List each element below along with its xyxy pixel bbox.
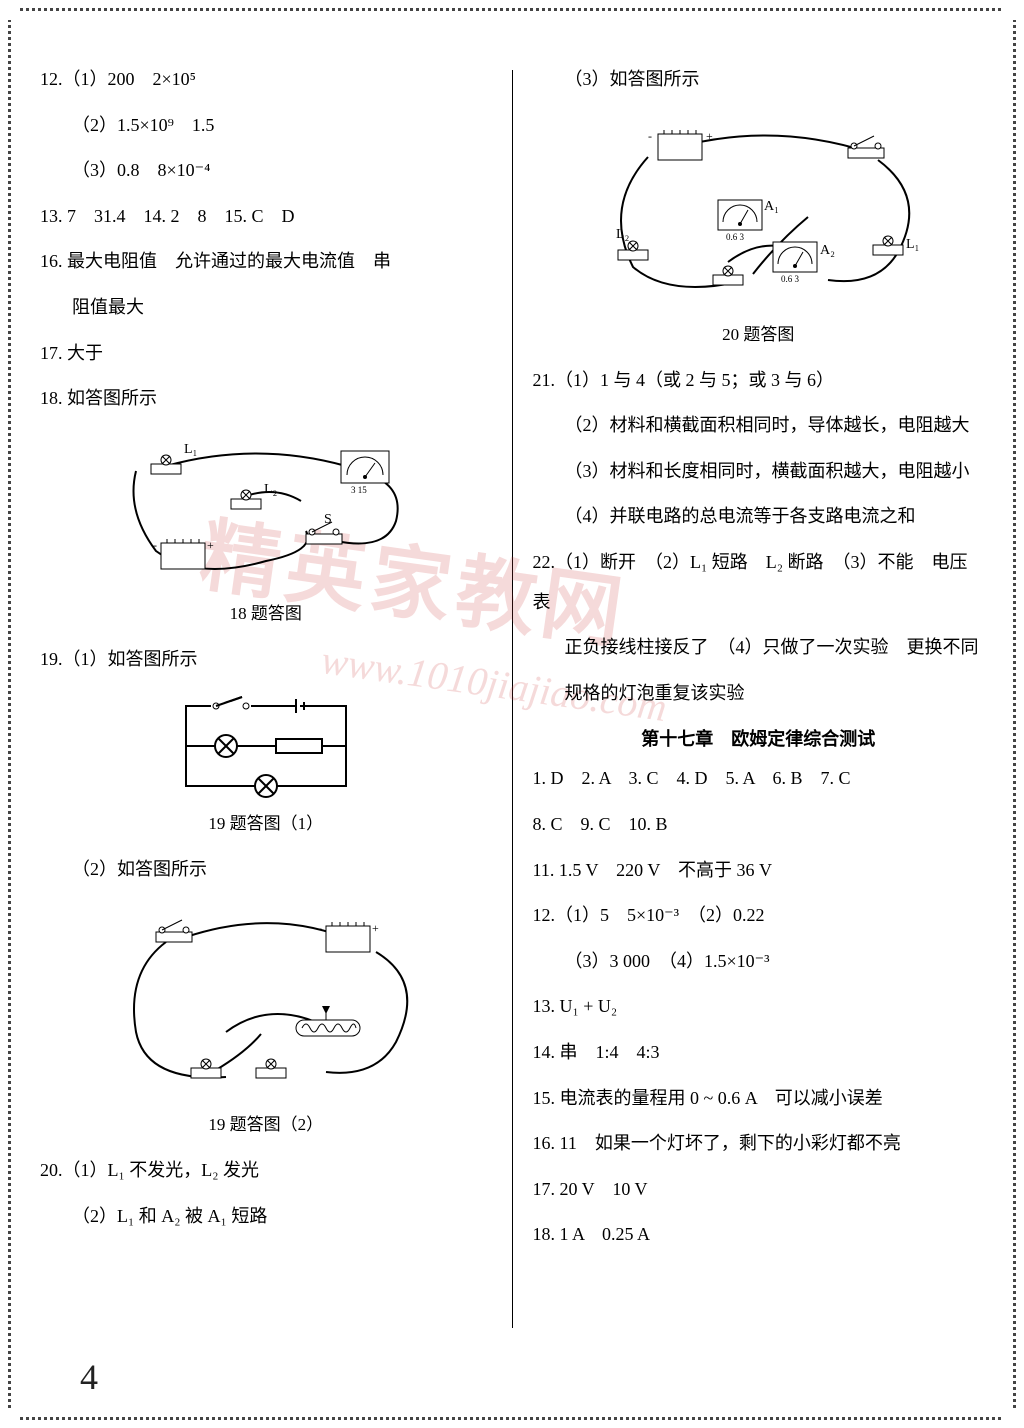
svg-text:0.6 3: 0.6 3	[781, 274, 800, 284]
r2: 8. C 9. C 10. B	[533, 805, 985, 845]
r18: 18. 1 A 0.25 A	[533, 1215, 985, 1255]
circuit-19-1-svg	[166, 691, 366, 801]
r17: 17. 20 V 10 V	[533, 1170, 985, 1210]
left-column: 12.（1）200 2×10⁵ （2）1.5×10⁹ 1.5 （3）0.8 8×…	[40, 60, 492, 1388]
q12-2: （2）1.5×10⁹ 1.5	[40, 106, 492, 146]
svg-text:+: +	[372, 921, 379, 935]
q20-1: 20.（1）L₁ 不发光，L₂ 发光	[40, 1151, 492, 1191]
fig19-1-caption: 19 题答图（1）	[40, 809, 492, 834]
columns: 12.（1）200 2×10⁵ （2）1.5×10⁹ 1.5 （3）0.8 8×…	[40, 60, 984, 1388]
label-L2: L₂	[264, 482, 278, 497]
q21-2: （2）材料和横截面积相同时，导体越长，电阻越大	[533, 406, 985, 446]
page-number: 4	[80, 1356, 98, 1398]
q16-a: 16. 最大电阻值 允许通过的最大电流值 串	[40, 242, 492, 282]
r13: 13. U₁ + U₂	[533, 987, 985, 1027]
svg-text:-: -	[318, 921, 322, 935]
label-A2: A₂	[820, 243, 835, 258]
fig20-caption: 20 题答图	[533, 320, 985, 345]
label-S: S	[324, 512, 332, 527]
r12-2: （3）3 000 （4）1.5×10⁻³	[533, 942, 985, 982]
torn-edge-top	[20, 8, 1004, 11]
r1: 1. D 2. A 3. C 4. D 5. A 6. B 7. C	[533, 759, 985, 799]
r16: 16. 11 如果一个灯坏了，剩下的小彩灯都不亮	[533, 1124, 985, 1164]
q16-b: 阻值最大	[40, 288, 492, 328]
figure-19-2: -+	[40, 902, 492, 1102]
figure-18: L₁ L₂ 3 15	[40, 431, 492, 591]
q20-2: （2）L₁ 和 A₂ 被 A₁ 短路	[40, 1197, 492, 1237]
svg-text:+: +	[207, 538, 214, 552]
q21-1: 21.（1）1 与 4（或 2 与 5；或 3 与 6）	[533, 361, 985, 401]
q18: 18. 如答图所示	[40, 379, 492, 419]
label-L1-20: L₁	[906, 237, 919, 252]
q19-1: 19.（1）如答图所示	[40, 640, 492, 680]
r15: 15. 电流表的量程用 0 ~ 0.6 A 可以减小误差	[533, 1079, 985, 1119]
r12-1: 12.（1）5 5×10⁻³ （2）0.22	[533, 896, 985, 936]
svg-text:-: -	[153, 538, 157, 552]
figure-20: - + L₂	[533, 112, 985, 312]
q19-2: （2）如答图所示	[40, 850, 492, 890]
svg-text:+: +	[706, 129, 713, 143]
figure-19-1	[40, 691, 492, 801]
torn-edge-left	[8, 20, 11, 1408]
svg-text:3 15: 3 15	[351, 485, 367, 495]
torn-edge-right	[1013, 20, 1016, 1408]
q21-3: （3）材料和长度相同时，横截面积越大，电阻越小	[533, 452, 985, 492]
chapter-title: 第十七章 欧姆定律综合测试	[533, 725, 985, 751]
q12-1: 12.（1）200 2×10⁵	[40, 60, 492, 100]
q22-c: 规格的灯泡重复该实验	[533, 674, 985, 714]
q20-3: （3）如答图所示	[533, 60, 985, 100]
q12-3: （3）0.8 8×10⁻⁴	[40, 151, 492, 191]
circuit-20-svg: - + L₂	[578, 112, 938, 312]
circuit-18-svg: L₁ L₂ 3 15	[106, 431, 426, 591]
fig18-caption: 18 题答图	[40, 599, 492, 624]
svg-text:0.6 3: 0.6 3	[726, 232, 745, 242]
torn-edge-bottom	[20, 1417, 1004, 1420]
right-column: （3）如答图所示	[533, 60, 985, 1388]
r11: 11. 1.5 V 220 V 不高于 36 V	[533, 851, 985, 891]
circuit-19-2-svg: -+	[96, 902, 436, 1102]
q22-a: 22.（1）断开 （2）L₁ 短路 L₂ 断路 （3）不能 电压表	[533, 543, 985, 622]
page: 精英家教网 www.1010jiajiao.com 12.（1）200 2×10…	[0, 0, 1024, 1428]
q17: 17. 大于	[40, 334, 492, 374]
q22-b: 正负接线柱接反了 （4）只做了一次实验 更换不同	[533, 628, 985, 668]
label-L2-20: L₂	[616, 227, 630, 242]
label-A1: A₁	[764, 199, 779, 214]
q21-4: （4）并联电路的总电流等于各支路电流之和	[533, 497, 985, 537]
r14: 14. 串 1:4 4:3	[533, 1033, 985, 1073]
label-L1: L₁	[184, 442, 197, 457]
column-divider	[512, 70, 513, 1328]
q13-15: 13. 7 31.4 14. 2 8 15. C D	[40, 197, 492, 237]
svg-text:-: -	[648, 129, 652, 143]
fig19-2-caption: 19 题答图（2）	[40, 1110, 492, 1135]
